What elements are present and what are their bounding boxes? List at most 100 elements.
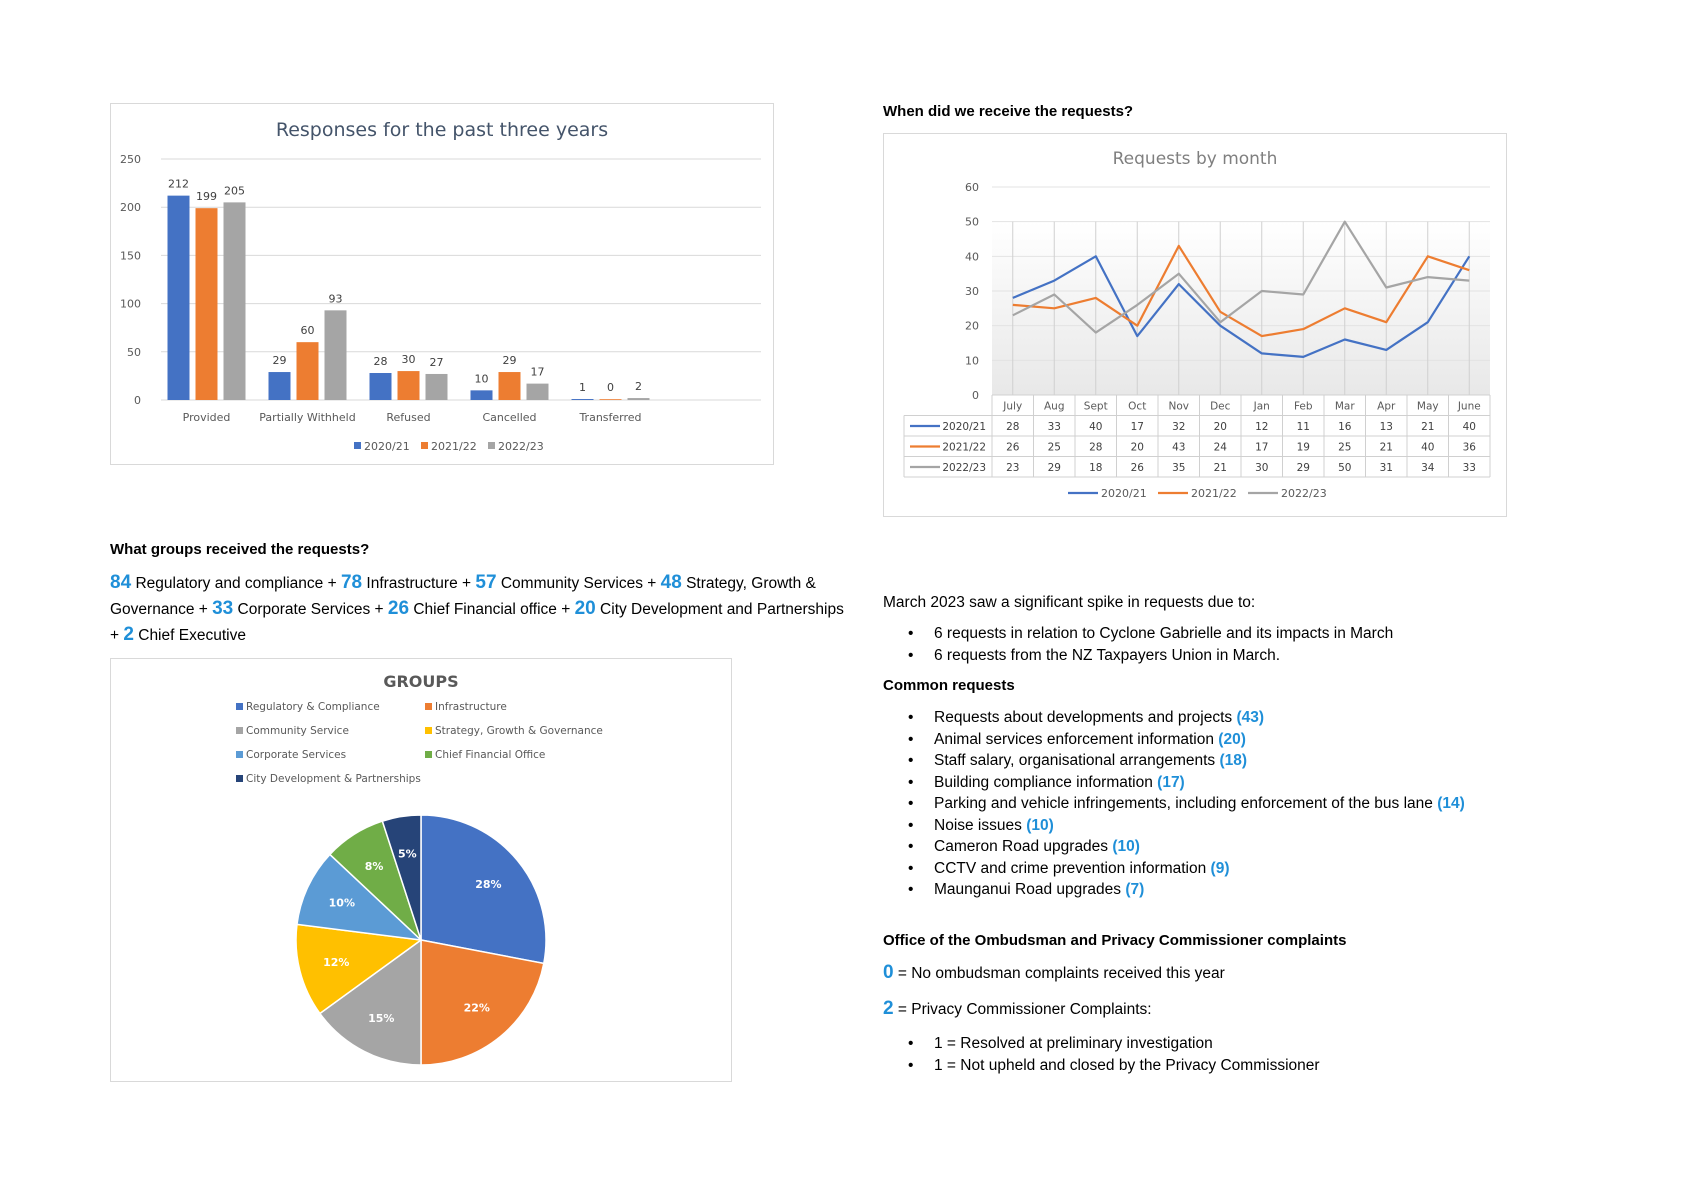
groups-summary: 84 Regulatory and compliance + 78 Infras… (110, 570, 850, 648)
bar-chart: Responses for the past three years 05010… (120, 119, 761, 453)
table-cell: 21 (1421, 421, 1434, 433)
bar (571, 399, 594, 400)
list-item: 6 requests in relation to Cyclone Gabrie… (883, 623, 1393, 645)
group-count: 48 (660, 572, 682, 593)
bar (195, 208, 218, 400)
list-item: Animal services enforcement information … (883, 729, 1465, 751)
x-tick-label: Transferred (578, 411, 641, 424)
table-cell: 30 (1255, 462, 1268, 474)
bar (369, 373, 392, 400)
table-cell: 31 (1380, 462, 1393, 474)
group-name: Regulatory and compliance + (131, 575, 341, 592)
request-count: (18) (1219, 752, 1248, 769)
ombudsman-heading: Office of the Ombudsman and Privacy Comm… (883, 932, 1347, 949)
x-tick-label: Partially Withheld (259, 411, 355, 424)
data-label: 29 (503, 354, 517, 367)
y-tick-label: 0 (134, 394, 141, 407)
table-cell: 16 (1338, 421, 1352, 433)
request-count: (9) (1210, 859, 1230, 877)
x-tick-label: Provided (183, 411, 231, 424)
x-tick-label: May (1417, 401, 1439, 413)
legend-swatch (421, 442, 428, 449)
legend-swatch (425, 703, 432, 710)
x-tick-label: Nov (1169, 401, 1190, 413)
x-tick-label: Feb (1294, 401, 1313, 413)
request-topic: Noise issues (934, 816, 1027, 834)
common-requests-heading: Common requests (883, 677, 1015, 694)
data-label: 27 (430, 356, 444, 369)
plot-area (992, 221, 1490, 395)
pie-slice (318, 938, 422, 1066)
table-cell: 25 (1338, 442, 1351, 454)
group-name: Infrastructure + (362, 575, 476, 592)
legend-label: Chief Financial Office (435, 749, 545, 761)
group-count: 20 (574, 598, 596, 619)
data-label: 93 (329, 292, 343, 305)
x-tick-label: June (1457, 401, 1481, 413)
table-cell: 40 (1089, 421, 1102, 433)
list-item: Staff salary, organisational arrangement… (883, 750, 1465, 772)
ombudsman-line: 0 = No ombudsman complaints received thi… (883, 960, 1225, 986)
pie-slice (296, 853, 424, 942)
group-name: Chief Financial office + (409, 601, 575, 618)
pie-label: 15% (368, 1012, 394, 1025)
spike-list: 6 requests in relation to Cyclone Gabrie… (883, 623, 1393, 666)
pie-label: 8% (365, 860, 384, 873)
y-tick-label: 50 (965, 216, 979, 229)
legend-label: 2022/23 (1281, 487, 1327, 500)
data-label: 2 (635, 380, 642, 393)
legend-swatch (236, 751, 243, 758)
legend-swatch (488, 442, 495, 449)
table-series-name: 2020/21 (942, 421, 986, 433)
x-tick-label: Cancelled (482, 411, 536, 424)
pie-label: 10% (329, 897, 355, 910)
table-cell: 34 (1421, 462, 1435, 474)
data-label: 0 (607, 381, 614, 394)
x-tick-label: Apr (1377, 401, 1396, 413)
request-count: (10) (1112, 838, 1140, 855)
table-cell: 11 (1297, 421, 1310, 433)
table-cell: 18 (1089, 462, 1102, 474)
x-tick-label: Aug (1044, 401, 1065, 413)
y-tick-label: 30 (965, 285, 979, 298)
table-cell: 20 (1131, 442, 1144, 454)
data-label: 212 (168, 178, 189, 191)
y-tick-label: 100 (120, 298, 141, 311)
pie-label: 12% (323, 956, 349, 969)
group-name: Community Services + (496, 575, 661, 592)
bar (397, 371, 420, 400)
x-tick-label: Oct (1128, 401, 1146, 413)
table-cell: 29 (1048, 462, 1061, 474)
y-tick-label: 60 (965, 181, 979, 194)
pie-slice (295, 923, 423, 1015)
table-cell: 21 (1380, 442, 1393, 454)
table-cell: 29 (1297, 462, 1310, 474)
table-cell: 12 (1255, 421, 1268, 433)
list-item: Cameron Road upgrades (10) (883, 836, 1465, 858)
x-tick-label: Jan (1253, 401, 1270, 413)
table-cell: 40 (1463, 421, 1476, 433)
bar (425, 373, 448, 400)
group-count: 33 (212, 598, 234, 619)
table-cell: 19 (1297, 442, 1310, 454)
request-topic: Parking and vehicle infringements, inclu… (934, 795, 1438, 812)
y-tick-label: 20 (965, 320, 979, 333)
list-item: Noise issues (10) (883, 815, 1465, 837)
list-item: 6 requests from the NZ Taxpayers Union i… (883, 645, 1393, 667)
x-tick-label: Mar (1335, 401, 1355, 413)
list-item: 1 = Resolved at preliminary investigatio… (883, 1033, 1320, 1055)
bar (470, 390, 493, 400)
pie-slice (420, 939, 545, 1066)
request-topic: Cameron Road upgrades (934, 838, 1113, 855)
privacy-list: 1 = Resolved at preliminary investigatio… (883, 1033, 1320, 1076)
groups-heading: What groups received the requests? (110, 541, 370, 558)
data-label: 60 (301, 324, 315, 337)
pie-slice (381, 814, 422, 941)
table-cell: 26 (1131, 462, 1145, 474)
table-cell: 28 (1006, 421, 1019, 433)
table-cell: 21 (1214, 462, 1227, 474)
line-chart-title: Requests by month (1113, 149, 1278, 169)
legend-label: 2021/22 (1191, 487, 1237, 500)
data-label: 30 (402, 353, 416, 366)
legend-label: City Development & Partnerships (246, 773, 421, 785)
